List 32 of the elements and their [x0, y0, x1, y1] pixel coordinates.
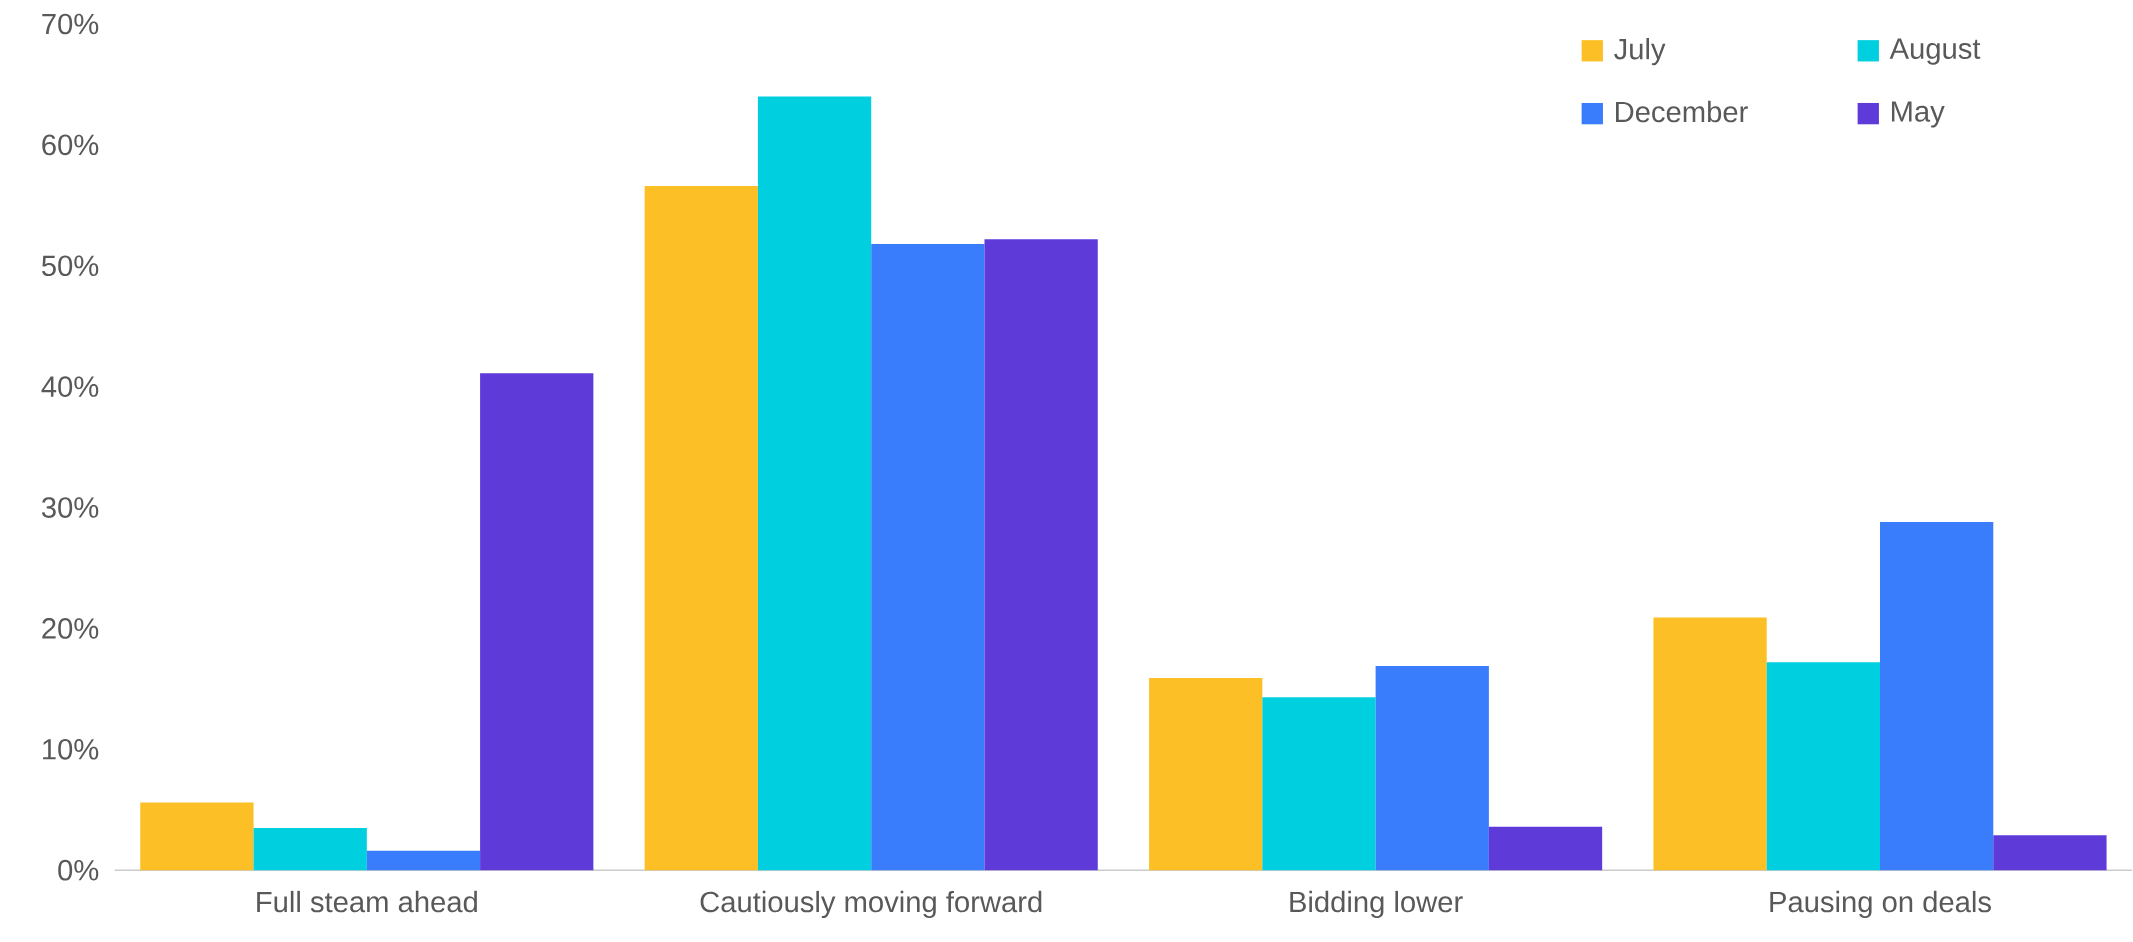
y-tick-label: 40% — [41, 376, 99, 398]
legend-label: December — [1616, 101, 1748, 123]
bar — [1262, 697, 1376, 871]
bar — [1653, 617, 1767, 871]
legend-label: May — [1891, 101, 1945, 128]
bar — [480, 373, 594, 871]
bar — [1993, 835, 2107, 871]
bar — [140, 802, 254, 871]
bar — [644, 186, 758, 871]
y-tick-label: 20% — [42, 618, 99, 640]
x-tick-label: Full steam ahead — [257, 891, 477, 913]
bar — [757, 96, 872, 871]
bar — [1880, 522, 1994, 871]
legend-label: August — [1889, 38, 1981, 65]
x-tick-label: Bidding lower — [1290, 891, 1463, 919]
x-tick-label: Pausing on deals — [1770, 891, 1991, 919]
y-tick-label: 60% — [42, 134, 99, 156]
bar — [253, 828, 367, 871]
legend-label: July — [1614, 38, 1666, 66]
bar — [1766, 662, 1881, 871]
x-tick-label: Cautiously moving forward — [700, 891, 1042, 919]
bar — [984, 239, 1098, 871]
y-tick-label: 0% — [58, 860, 99, 881]
y-tick-label: 30% — [41, 497, 99, 519]
bar — [871, 244, 985, 871]
bar — [1149, 678, 1263, 871]
bar — [1488, 826, 1603, 871]
bar — [366, 851, 481, 871]
y-tick-label: 50% — [41, 255, 99, 277]
bar — [1375, 666, 1489, 871]
y-tick-label: 70% — [42, 13, 99, 35]
y-tick-label: 10% — [43, 739, 99, 760]
